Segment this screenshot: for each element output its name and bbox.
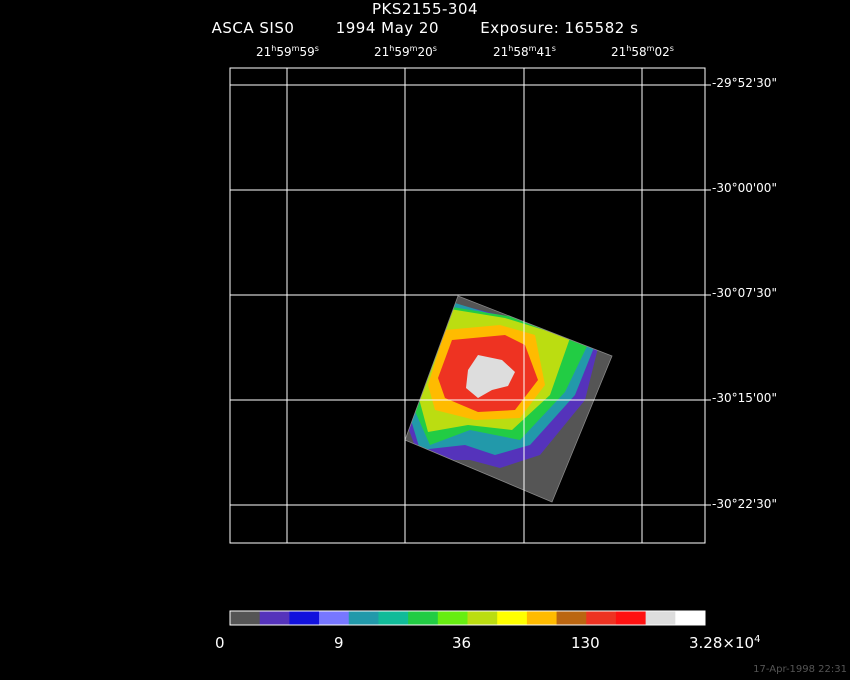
colorbar-segment	[260, 611, 290, 625]
colorbar-segment	[586, 611, 616, 625]
colorbar-label-min: 0	[215, 634, 225, 652]
colorbar-label-130: 130	[571, 634, 600, 652]
colorbar-label-max: 3.28×104	[689, 634, 760, 652]
colorbar-segment	[675, 611, 705, 625]
colorbar-segment	[646, 611, 676, 625]
colorbar-segment	[289, 611, 319, 625]
colorbar-segment	[497, 611, 527, 625]
colorbar	[230, 611, 706, 625]
colorbar-segment	[349, 611, 379, 625]
colorbar-segment	[527, 611, 557, 625]
timestamp: 17-Apr-1998 22:31	[753, 664, 847, 675]
colorbar-segment	[557, 611, 587, 625]
colorbar-label-36: 36	[452, 634, 471, 652]
colorbar-segment	[468, 611, 498, 625]
colorbar-segment	[378, 611, 408, 625]
colorbar-segment	[616, 611, 646, 625]
colorbar-segment	[319, 611, 349, 625]
colorbar-label-9: 9	[334, 634, 344, 652]
colorbar-segment	[408, 611, 438, 625]
colorbar-segment	[230, 611, 260, 625]
xray-image	[398, 296, 612, 502]
colorbar-segment	[438, 611, 468, 625]
